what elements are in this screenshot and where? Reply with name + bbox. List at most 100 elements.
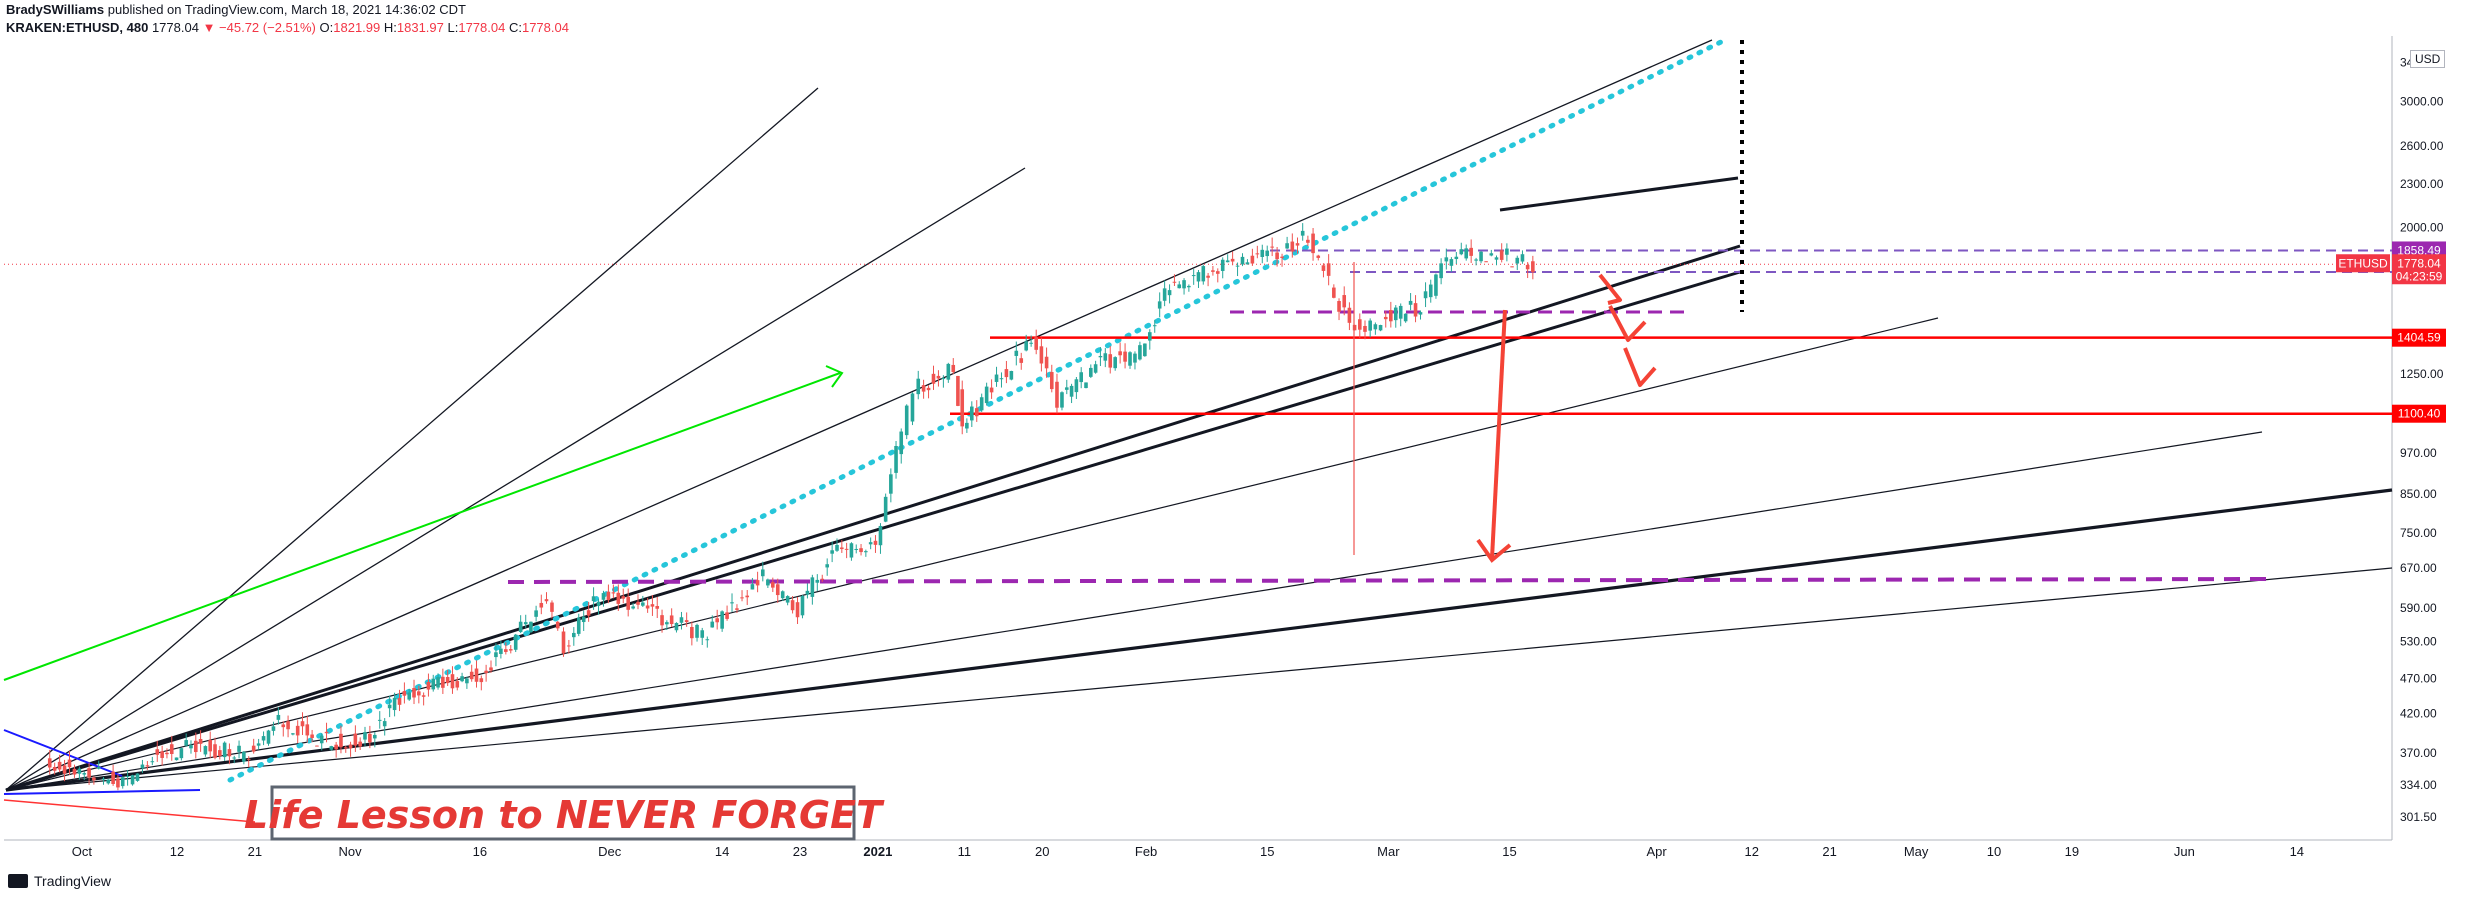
candle-body (626, 596, 630, 610)
candle-body (1306, 239, 1310, 243)
candle-body (116, 778, 120, 788)
candle-body (735, 608, 739, 610)
time-tick-label: 12 (1745, 844, 1759, 859)
candle-body (740, 597, 744, 599)
candle-body (710, 621, 715, 628)
candle-body (899, 431, 904, 455)
candle-body (956, 375, 960, 406)
candle-body (1332, 287, 1336, 298)
candle-body (1408, 300, 1413, 305)
candle-body (1459, 249, 1464, 255)
candle-body (504, 649, 508, 652)
time-tick-label: 11 (958, 844, 972, 859)
candle-body (52, 767, 57, 771)
candle-body (445, 677, 450, 684)
candle-body (760, 569, 765, 577)
candle-body (72, 768, 77, 775)
candle-body (989, 387, 994, 393)
candle-body (771, 582, 775, 588)
candle-body (601, 593, 606, 600)
candle-body (1103, 353, 1108, 361)
candle-body (1464, 248, 1469, 259)
candle-body (810, 577, 815, 597)
candle-body (251, 745, 256, 752)
time-tick-label: May (1904, 844, 1929, 859)
candle-body (1157, 301, 1162, 309)
candle-body (660, 615, 664, 626)
price-change: ▼ −45.72 (−2.51%) (202, 20, 316, 35)
currency-badge[interactable]: USD (2410, 50, 2446, 68)
close-label: C: (508, 20, 522, 35)
red-projection-arrow (1608, 305, 1647, 342)
candle-body (57, 761, 62, 770)
candle-body (256, 743, 261, 746)
candle-body (261, 736, 266, 741)
time-tick-label: 2021 (863, 844, 892, 859)
candle-body (135, 773, 140, 781)
tradingview-logo-icon (8, 874, 28, 888)
candle-body (621, 596, 626, 599)
candle-body (859, 548, 863, 553)
candle-body (62, 765, 67, 774)
candle-body (916, 378, 921, 395)
candle-body (1098, 355, 1103, 358)
candle-body (720, 611, 724, 629)
candle-body (184, 740, 188, 746)
candle-body (1118, 351, 1122, 356)
tradingview-brand[interactable]: TradingView (8, 873, 111, 889)
price-tick-label: 3000.00 (2400, 94, 2444, 108)
candle-body (1019, 358, 1024, 363)
red-projection-arrowhead (1476, 538, 1512, 563)
candle-body (766, 579, 770, 586)
time-tick-label: Mar (1377, 844, 1400, 859)
candle-body (1515, 257, 1520, 264)
candle-body (1439, 263, 1443, 279)
candle-body (999, 378, 1004, 380)
candle-body (1215, 271, 1220, 274)
candle-body (1064, 387, 1069, 390)
candle-body (994, 374, 999, 382)
candle-body (305, 724, 310, 736)
price-tick-label: 970.00 (2400, 446, 2437, 460)
candle-body (1055, 381, 1059, 408)
candle-body (631, 606, 635, 609)
candle-body (820, 578, 825, 580)
candle-body (1378, 325, 1383, 331)
countdown-text: 04:23:59 (2396, 269, 2443, 283)
candle-body (730, 602, 734, 604)
candle-body (755, 580, 760, 586)
price-tick-label: 2000.00 (2400, 221, 2444, 235)
candle-body (358, 741, 362, 747)
candle-body (150, 761, 155, 763)
candle-body (397, 698, 402, 705)
thick-trend-ray (1499, 176, 1739, 212)
candle-body (910, 393, 915, 422)
candle-body (469, 671, 474, 680)
author-name[interactable]: BradySWilliams (6, 2, 105, 17)
candle-body (1275, 252, 1279, 260)
candle-body (636, 601, 640, 605)
time-tick-label: 10 (1987, 844, 2001, 859)
candle-body (904, 405, 909, 436)
symbol-name[interactable]: KRAKEN:ETHUSD, 480 (6, 20, 149, 35)
candle-body (883, 496, 888, 522)
time-tick-label: Jun (2174, 844, 2195, 859)
candle-body (1044, 356, 1049, 369)
symbol-tag-text: ETHUSD (2338, 256, 2388, 270)
candle-body (310, 734, 314, 738)
annotation-box (270, 785, 856, 841)
candle-body (455, 681, 460, 688)
candle-body (529, 621, 533, 633)
candle-body (889, 474, 893, 494)
price-label-text: 1858.49 (2397, 243, 2441, 257)
last-price: 1778.04 (151, 20, 199, 35)
candle-body (1494, 257, 1499, 260)
candle-body (1280, 256, 1284, 258)
time-tick-label: Dec (598, 844, 622, 859)
candle-body (339, 733, 343, 748)
price-tick-label: 850.00 (2400, 487, 2437, 501)
candle-body (1093, 364, 1098, 373)
fan-ray (5, 167, 1026, 791)
candle-body (1201, 266, 1206, 282)
